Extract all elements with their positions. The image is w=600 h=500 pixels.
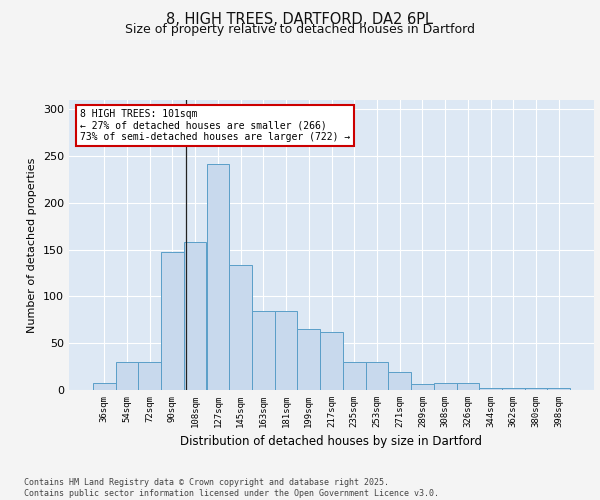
Bar (206, 164, 229, 390)
Bar (320, 332, 343, 390)
Bar (184, 242, 206, 390)
Bar (434, 382, 457, 390)
Text: 8 HIGH TREES: 101sqm
← 27% of detached houses are smaller (266)
73% of semi-deta: 8 HIGH TREES: 101sqm ← 27% of detached h… (79, 108, 350, 142)
Y-axis label: Number of detached properties: Number of detached properties (28, 158, 37, 332)
Bar (116, 362, 139, 390)
Text: Contains HM Land Registry data © Crown copyright and database right 2025.
Contai: Contains HM Land Registry data © Crown c… (24, 478, 439, 498)
Bar (524, 388, 547, 390)
Text: 8, HIGH TREES, DARTFORD, DA2 6PL: 8, HIGH TREES, DARTFORD, DA2 6PL (167, 12, 433, 28)
Bar (502, 388, 524, 390)
Bar (298, 329, 320, 390)
Bar (161, 252, 184, 390)
Bar (411, 384, 434, 390)
Bar (275, 312, 298, 390)
Bar (479, 388, 502, 390)
Bar (139, 362, 161, 390)
Bar (388, 372, 411, 390)
Bar (229, 264, 252, 390)
Bar (343, 362, 365, 390)
Text: Size of property relative to detached houses in Dartford: Size of property relative to detached ho… (125, 22, 475, 36)
Bar (457, 382, 479, 390)
Bar (547, 388, 570, 390)
X-axis label: Distribution of detached houses by size in Dartford: Distribution of detached houses by size … (181, 436, 482, 448)
Bar (93, 382, 116, 390)
Bar (252, 312, 275, 390)
Bar (365, 362, 388, 390)
